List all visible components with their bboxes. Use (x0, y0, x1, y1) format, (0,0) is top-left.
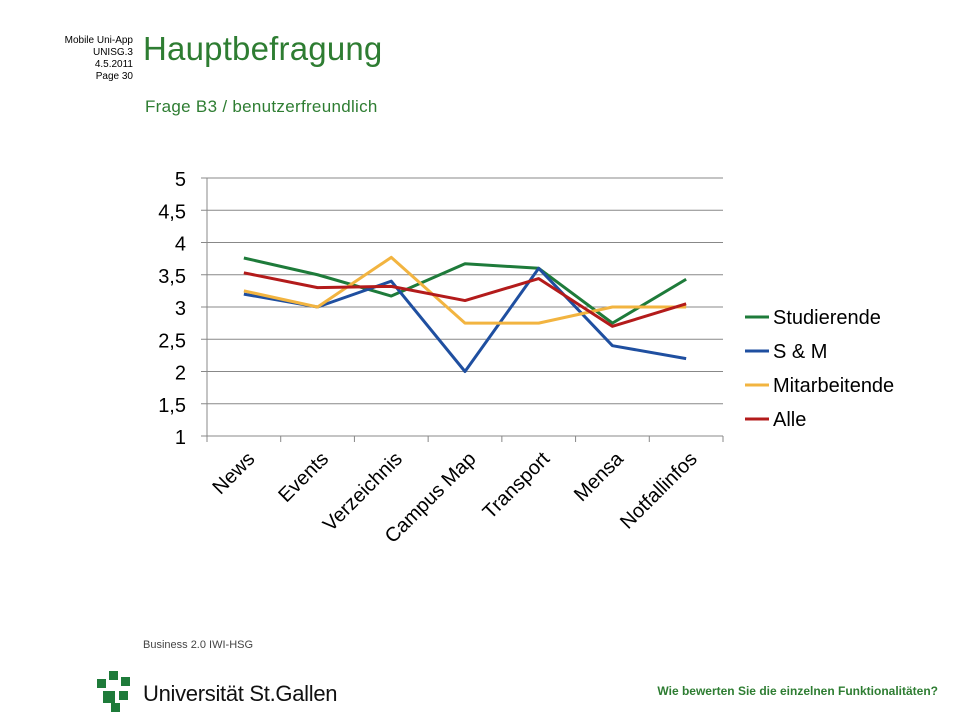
y-tick-label: 4 (175, 234, 186, 256)
y-tick-label: 1,5 (158, 395, 186, 417)
logo-subtext: Business 2.0 IWI-HSG (143, 639, 254, 651)
meta-line: 4.5.2011 (94, 59, 133, 70)
university-logo: Business 2.0 IWI-HSG Universität St.Gall… (95, 635, 338, 715)
page-subtitle: Frage B3 / benutzerfreundlich (145, 97, 378, 116)
x-tick-label: News (208, 448, 259, 499)
x-tick-label: Events (274, 448, 333, 507)
y-tick-label: 3,5 (158, 266, 186, 288)
x-tick-label: Notfallinfos (616, 448, 702, 534)
meta-line: Mobile Uni-App (64, 35, 133, 46)
legend-label: Mitarbeitende (773, 375, 894, 397)
legend-label: Alle (773, 409, 806, 431)
footer-question: Wie bewerten Sie die einzelnen Funktiona… (657, 684, 938, 698)
slide-meta: Mobile Uni-App UNISG.3 4.5.2011 Page 30 (30, 35, 133, 83)
page-title: Hauptbefragung (143, 30, 383, 67)
x-tick-label: Transport (479, 448, 555, 524)
series-line (243, 255, 687, 325)
y-tick-label: 2 (175, 363, 186, 385)
series-line (243, 271, 687, 328)
y-tick-label: 4,5 (158, 201, 186, 223)
y-tick-label: 2,5 (158, 330, 186, 352)
y-tick-label: 5 (175, 169, 186, 191)
legend-label: S & M (773, 341, 827, 363)
meta-line: Page 30 (95, 71, 133, 82)
hsg-logo-icon (97, 671, 130, 712)
y-tick-label: 3 (175, 298, 186, 320)
logo-text: Universität St.Gallen (143, 681, 338, 706)
series-line (243, 256, 687, 325)
meta-line: UNISG.3 (92, 47, 133, 58)
legend-label: Studierende (773, 307, 881, 329)
y-tick-label: 1 (175, 427, 186, 449)
x-tick-label: Mensa (570, 447, 629, 506)
